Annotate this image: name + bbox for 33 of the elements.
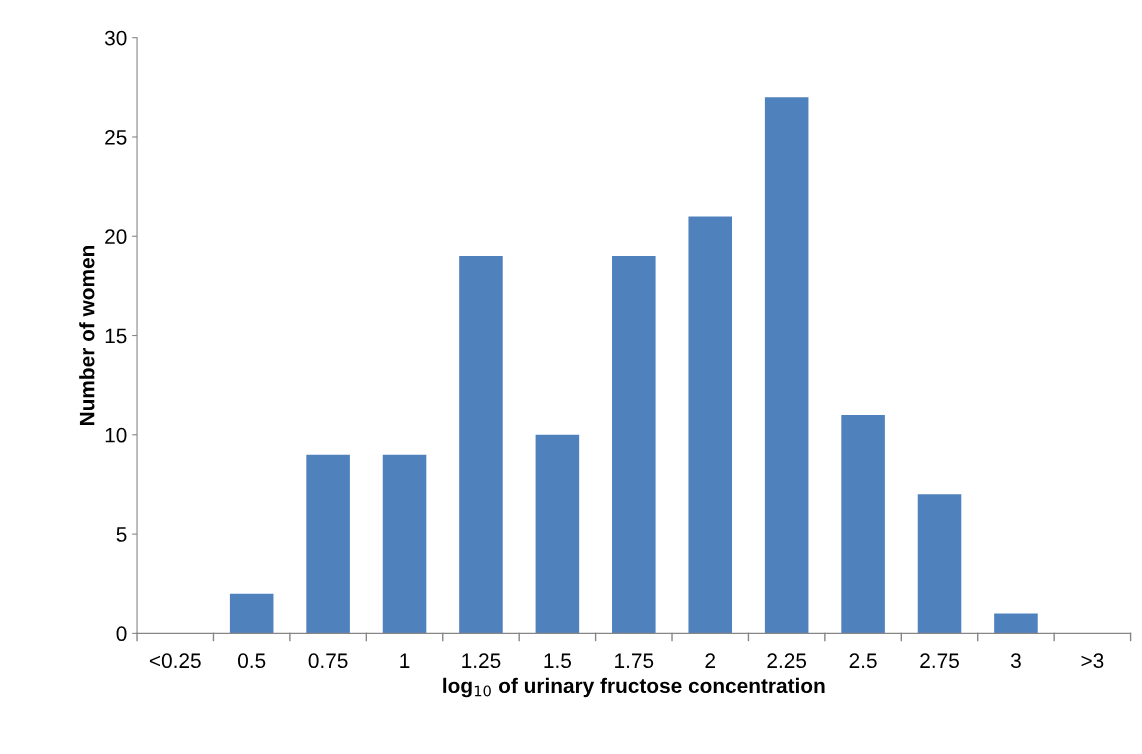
y-tick-label: 15	[105, 328, 127, 344]
y-tick-label: 25	[105, 129, 127, 145]
bar	[382, 454, 427, 634]
y-tick-label: 0	[116, 626, 127, 642]
y-tick-label: 10	[105, 427, 127, 443]
y-tick-label: 30	[104, 30, 127, 46]
x-tick-label: 0.75	[308, 653, 348, 669]
x-tick-label: 1	[400, 653, 410, 668]
x-tick-label: 2.75	[920, 653, 959, 669]
x-tick-label: <0.25	[149, 653, 201, 669]
bar	[764, 97, 809, 634]
y-axis-title: Number of women	[79, 245, 95, 425]
y-tick-label: 20	[105, 229, 127, 245]
bar	[306, 454, 350, 634]
x-tick-label: 1.25	[462, 653, 501, 669]
bar	[994, 613, 1038, 634]
y-tick-label: 5	[116, 527, 127, 542]
x-tick-label: 0.5	[238, 653, 266, 669]
x-tick-label: 2.5	[849, 653, 877, 669]
bar	[535, 434, 580, 634]
bar	[229, 593, 274, 634]
x-tick-label: 3	[1010, 653, 1021, 669]
bar	[459, 256, 503, 634]
x-tick-label: 2	[705, 653, 715, 668]
bar	[917, 494, 962, 634]
x-tick-label: 1.5	[544, 653, 571, 669]
x-tick-label: >3	[1081, 653, 1104, 669]
bar	[688, 216, 733, 634]
bar	[612, 256, 656, 634]
x-axis-title: log$_{10}$ of urinary fructose concentration	[443, 677, 825, 698]
x-tick-label: 2.25	[767, 653, 807, 669]
bar	[841, 414, 885, 634]
x-tick-label: 1.75	[615, 653, 654, 669]
